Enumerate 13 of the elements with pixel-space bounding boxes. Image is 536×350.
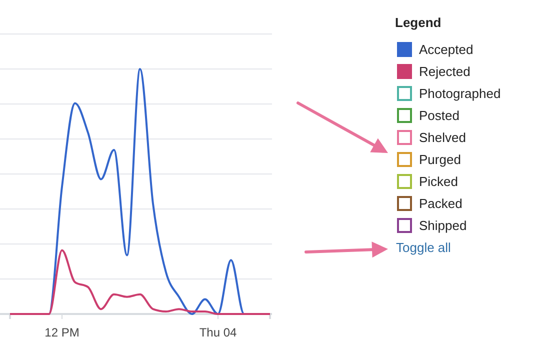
legend-label: Rejected [419,64,470,79]
x-tick-label: Thu 04 [199,325,238,340]
legend-label: Accepted [419,42,474,57]
legend-label: Purged [419,152,461,167]
legend-label: Packed [419,196,462,211]
legend-label: Picked [419,174,458,189]
legend-label: Posted [419,108,460,123]
text: Toggle all [396,240,452,255]
legend-label: Photographed [419,86,501,101]
legend-title: Legend [395,15,442,30]
legend-label: Shelved [419,130,466,145]
legend-label: Shipped [419,218,467,233]
x-tick-label: 12 PM [44,325,80,340]
